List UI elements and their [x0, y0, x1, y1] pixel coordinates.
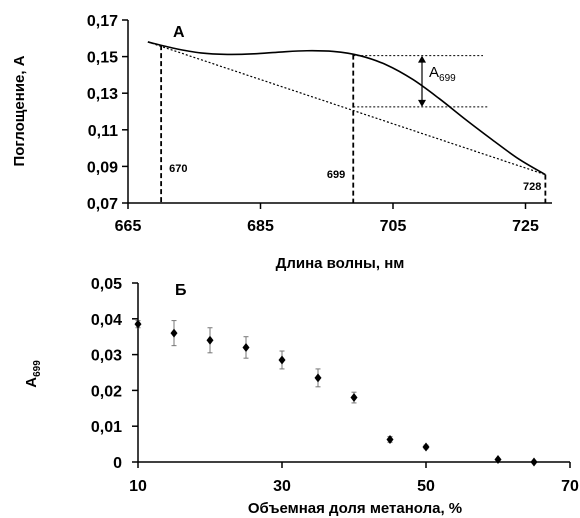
panel-b-x-tick-label: 70 — [561, 478, 579, 495]
panel-b-y-tick-label: 0,05 — [91, 276, 122, 293]
panel-b-diamond-marker — [422, 442, 430, 452]
panel-b-diamond-marker — [170, 328, 178, 338]
panel-a-y-tick-label: 0,13 — [87, 86, 118, 103]
panel-b-data-point — [350, 391, 358, 404]
panel-a-y-ticks: 0,07 0,09 0,11 0,13 0,15 0,17 — [87, 13, 128, 213]
panel-a-annotation-label: A699 — [429, 64, 456, 84]
panel-a-y-tick-label: 0,15 — [87, 50, 118, 67]
panel-a-y-tick-label: 0,17 — [87, 13, 118, 30]
panel-a-a699-annotation: A699 — [353, 55, 488, 108]
panel-a-wavelength-markers: 670 699 728 — [160, 45, 547, 203]
panel-b-y-tick-label: 0,04 — [91, 312, 122, 329]
panel-a-marker-label: 728 — [523, 181, 541, 193]
panel-a-x-tick-label: 705 — [380, 218, 407, 235]
panel-a-annotation-arrow-head-down — [418, 99, 426, 107]
panel-a-baseline-line — [147, 41, 546, 176]
panel-b-data-point — [278, 350, 286, 370]
panel-b-data-point — [386, 434, 394, 444]
panel-a-x-tick-label: 725 — [512, 218, 539, 235]
panel-b-diamond-marker — [350, 393, 358, 403]
panel-a-annotation-arrow-head-up — [418, 55, 426, 63]
panel-b-diamond-marker — [134, 319, 142, 329]
panel-b-x-tick-label: 10 — [129, 478, 147, 495]
panel-a-x-tick-label: 665 — [115, 218, 142, 235]
panel-b-diamond-marker — [530, 457, 538, 467]
panel-a-y-tick-label: 0,09 — [87, 159, 118, 176]
panel-a-label: А — [173, 24, 185, 41]
panel-a-x-tick-label: 685 — [247, 218, 274, 235]
panel-a-marker-label: 670 — [169, 163, 187, 175]
panel-b-x-axis-title: Объемная доля метанола, % — [248, 500, 462, 517]
panel-b-y-axis-title: A699 — [23, 360, 43, 388]
panel-a: 0,07 0,09 0,11 0,13 0,15 0,17 665 685 705 725 67… — [11, 13, 552, 272]
panel-b-diamond-marker — [314, 373, 322, 383]
panel-b-label: Б — [175, 282, 187, 299]
panel-b-y-tick-label: 0 — [113, 455, 122, 472]
panel-b-y-ticks: 0 0,01 0,02 0,03 0,04 0,05 — [91, 276, 138, 472]
panel-b-data-point — [314, 368, 322, 388]
panel-b-x-ticks: 10 30 50 70 — [129, 462, 579, 495]
panel-b-diamond-marker — [494, 454, 502, 464]
panel-b-diamond-marker — [386, 434, 394, 444]
panel-b-y-axis-title-main: A — [23, 377, 40, 388]
panel-b-data-point — [530, 457, 538, 467]
panel-a-y-tick-label: 0,07 — [87, 196, 118, 213]
panel-a-marker-label: 699 — [327, 169, 345, 181]
panel-b-y-tick-label: 0,02 — [91, 383, 122, 400]
panel-b-data-point — [422, 442, 430, 452]
panel-b-diamond-marker — [206, 335, 214, 345]
panel-b-x-tick-label: 50 — [417, 478, 435, 495]
panel-b-data-point — [170, 320, 178, 347]
panel-b-diamond-marker — [242, 342, 250, 352]
panel-b-diamond-marker — [278, 355, 286, 365]
panel-a-y-axis-title: Поглощение, А — [11, 55, 28, 166]
panel-b-data-point — [242, 336, 250, 359]
panel-b-y-tick-label: 0,01 — [91, 419, 122, 436]
panel-b: 0 0,01 0,02 0,03 0,04 0,05 10 30 50 70 Б Объемна… — [23, 276, 579, 517]
panel-a-y-tick-label: 0,11 — [88, 123, 118, 140]
panel-b-data-points — [134, 319, 538, 467]
panel-b-data-point — [206, 327, 214, 354]
panel-a-x-ticks: 665 685 705 725 — [115, 203, 539, 235]
panel-b-x-tick-label: 30 — [273, 478, 291, 495]
panel-b-y-tick-label: 0,03 — [91, 348, 122, 365]
panel-b-data-point — [134, 319, 142, 329]
panel-b-data-point — [494, 454, 502, 464]
panel-b-y-axis-title-sub: 699 — [32, 360, 43, 377]
panel-a-spectrum-line — [147, 41, 546, 176]
panel-a-x-axis-title: Длина волны, нм — [276, 255, 405, 272]
